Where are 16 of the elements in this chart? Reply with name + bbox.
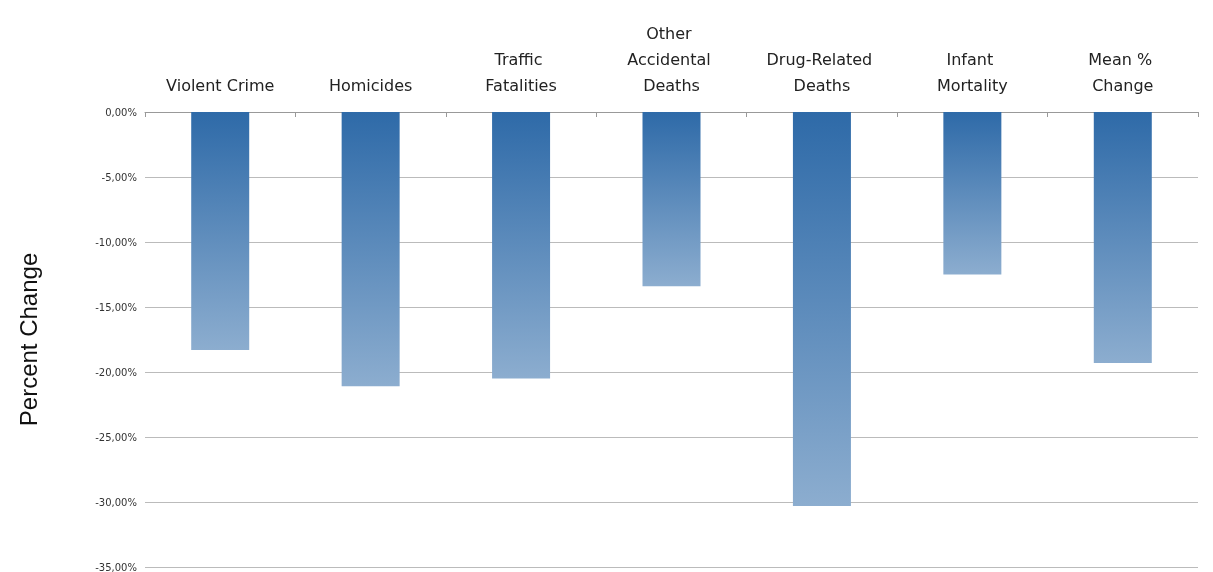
x-tick-label: Drug-Related Deaths — [766, 49, 878, 95]
x-tick-label: Traffic Fatalities — [485, 49, 557, 95]
y-tick-label: -25,00% — [95, 431, 137, 443]
x-tick-label: Homicides — [328, 75, 413, 95]
y-tick-label: 0,00% — [105, 106, 137, 118]
y-tick-label: -15,00% — [95, 301, 137, 313]
y-tick-label: -5,00% — [101, 171, 137, 183]
x-tick-label: Mean % Change — [1088, 49, 1158, 95]
x-tick-label: Violent Crime — [166, 75, 275, 95]
y-tick-label: -35,00% — [95, 561, 137, 572]
y-tick-label: -20,00% — [95, 366, 137, 378]
y-tick-label: -10,00% — [95, 236, 137, 248]
x-tick-label: Other Accidental Deaths — [627, 23, 716, 95]
y-axis-title: Percent Change — [14, 252, 42, 427]
x-tick-label: Infant Mortality — [936, 49, 1008, 95]
y-tick-label: -30,00% — [95, 496, 137, 508]
